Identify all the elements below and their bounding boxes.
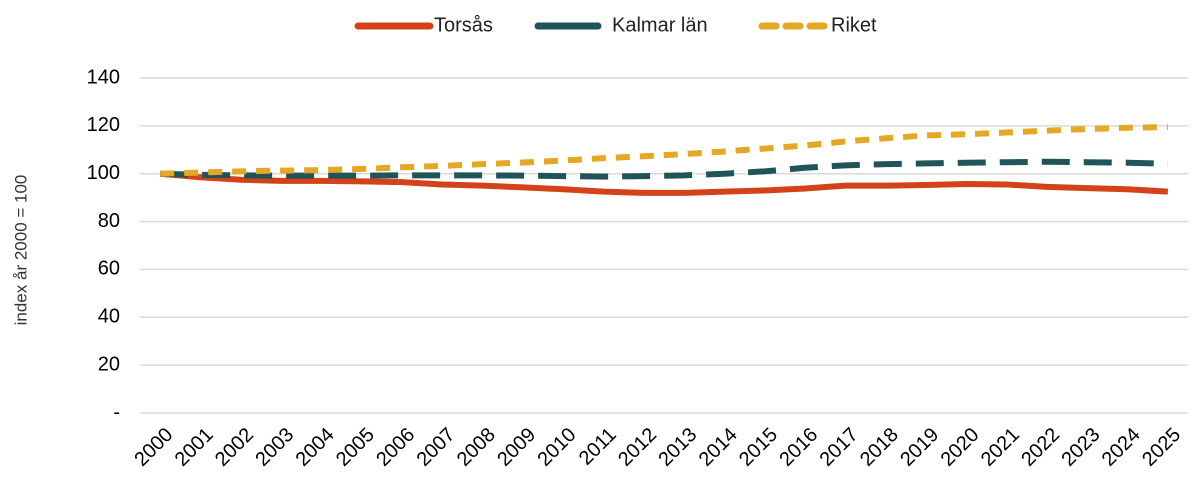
- line-series: [160, 124, 1168, 177]
- y-tick-label: 140: [87, 66, 120, 88]
- x-tick-label: 2008: [453, 424, 500, 471]
- x-tick-label: 2021: [977, 424, 1024, 471]
- x-tick-label: 2015: [735, 424, 782, 471]
- x-tick-label: 2002: [211, 424, 258, 471]
- y-tick-label: 60: [98, 258, 120, 280]
- x-tick-label: 2011: [575, 424, 621, 470]
- x-tick-label: 2009: [493, 424, 540, 471]
- legend-label: Riket: [831, 14, 877, 36]
- x-tick-label: 2003: [251, 424, 298, 471]
- x-tick-label: 2016: [775, 424, 822, 471]
- x-tick-label: 2018: [856, 424, 903, 471]
- x-tick-label: 2013: [654, 424, 701, 471]
- x-tick-label: 2010: [533, 424, 580, 471]
- y-tick-label: 80: [98, 210, 120, 232]
- x-tick-label: 2023: [1057, 424, 1104, 471]
- x-tick-label: 2012: [614, 424, 661, 471]
- x-tick-label: 2005: [332, 424, 379, 471]
- x-tick-label: 2014: [695, 424, 742, 471]
- x-tick-label: 2006: [372, 424, 419, 471]
- x-tick-label: 2007: [413, 424, 460, 471]
- x-tick-label: 2025: [1138, 424, 1185, 471]
- x-tick-label: 2020: [937, 424, 984, 471]
- y-tick-label: 120: [87, 114, 120, 136]
- legend-label: Torsås: [434, 14, 493, 36]
- x-tick-label: 2022: [1017, 424, 1064, 471]
- x-tick-label: 2004: [292, 424, 339, 471]
- x-tick-label: 2019: [896, 424, 943, 471]
- x-tick-label: 2000: [130, 424, 177, 471]
- x-tick-label: 2017: [816, 424, 863, 471]
- legend-label: Kalmar län: [612, 14, 708, 36]
- y-tick-label: 40: [98, 306, 120, 328]
- y-tick-label: -: [113, 401, 120, 423]
- x-tick-label: 2001: [171, 424, 218, 471]
- x-tick-label: 2024: [1098, 424, 1145, 471]
- line-series: [159, 170, 1169, 196]
- y-axis-label: index år 2000 = 100: [11, 175, 30, 326]
- line-series: [160, 158, 1168, 180]
- y-tick-label: 20: [98, 353, 120, 375]
- y-tick-label: 100: [87, 162, 120, 184]
